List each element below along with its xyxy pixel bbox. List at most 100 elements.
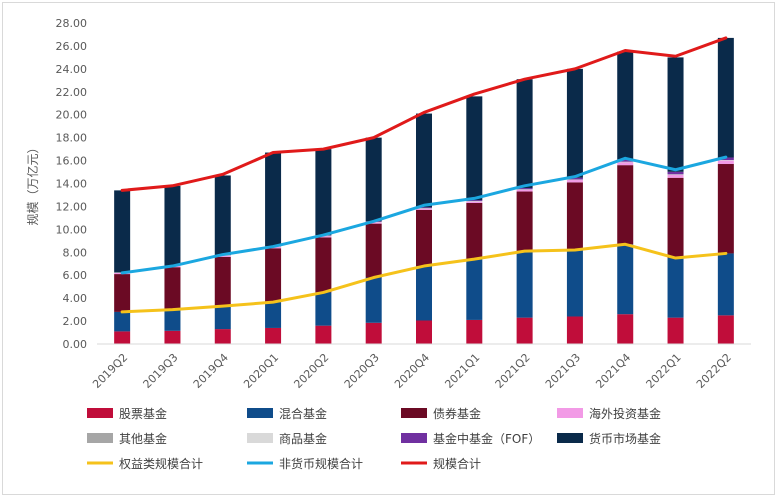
bar-segment xyxy=(617,165,634,245)
bar-segment xyxy=(617,314,634,344)
bar-segment xyxy=(566,68,583,178)
bar-segment xyxy=(365,222,382,224)
bar-segment xyxy=(516,79,533,189)
bar-segment xyxy=(365,322,382,344)
legend-item: 非货币规模合计 xyxy=(247,456,363,471)
legend-item: 混合基金 xyxy=(247,406,327,421)
bar-segment xyxy=(265,327,282,344)
x-tick-label: 2020Q3 xyxy=(342,351,382,391)
legend-item: 商品基金 xyxy=(247,431,327,446)
x-tick-label: 2022Q1 xyxy=(644,351,684,391)
y-axis-label: 规模（万亿元） xyxy=(25,141,40,225)
legend-label: 权益类规模合计 xyxy=(119,456,203,471)
bar-segment xyxy=(516,251,533,318)
bar-segment xyxy=(667,57,684,172)
legend-label: 规模合计 xyxy=(433,456,481,471)
y-tick-label: 6.00 xyxy=(63,269,88,282)
bar-segment xyxy=(566,182,583,250)
bar-segment xyxy=(516,189,533,192)
legend-label: 货币市场基金 xyxy=(589,431,661,446)
bar-segment xyxy=(566,316,583,344)
y-tick-label: 2.00 xyxy=(63,315,88,328)
bar-segment xyxy=(717,253,734,316)
legend-item: 海外投资基金 xyxy=(557,406,661,421)
bar-segment xyxy=(717,315,734,344)
series-line xyxy=(120,242,728,314)
bar-segment xyxy=(416,208,432,210)
series-line xyxy=(120,36,728,192)
x-tick-label: 2019Q3 xyxy=(141,351,181,391)
x-tick-label: 2021Q1 xyxy=(442,351,482,391)
bar-segment xyxy=(114,331,131,344)
legend-label: 股票基金 xyxy=(119,406,167,421)
bar-segment xyxy=(214,256,231,307)
legend-label: 非货币规模合计 xyxy=(279,456,363,471)
legend-label: 其他基金 xyxy=(119,431,167,446)
bar-segment xyxy=(265,152,282,247)
y-tick-label: 4.00 xyxy=(63,292,88,305)
bar-segment xyxy=(365,223,382,278)
bar-segment xyxy=(114,190,131,273)
bar-segment xyxy=(265,302,282,328)
x-tick-label: 2019Q2 xyxy=(90,351,130,391)
bar-segment xyxy=(516,188,533,190)
legend-swatch xyxy=(247,408,273,418)
bar-segment xyxy=(617,162,634,166)
bar-segment xyxy=(164,309,181,331)
legend-item: 债券基金 xyxy=(401,406,481,421)
bar-segment xyxy=(214,175,231,256)
legend-swatch xyxy=(87,433,113,443)
bar-segment xyxy=(566,249,583,317)
bar-segment xyxy=(516,191,533,252)
legend-swatch xyxy=(557,408,583,418)
bar-segment xyxy=(416,320,432,344)
bar-segment xyxy=(315,149,332,236)
bar-segment xyxy=(667,177,684,259)
legend-item: 规模合计 xyxy=(401,456,481,471)
bar-segment xyxy=(717,37,734,158)
bar-segment xyxy=(164,185,181,266)
bar-segment xyxy=(466,200,483,202)
bar-segment xyxy=(617,244,634,315)
bar-segment xyxy=(214,306,231,330)
bar-segment xyxy=(214,329,231,344)
legend-item: 股票基金 xyxy=(87,406,167,421)
legend-swatch xyxy=(401,433,427,443)
legend-swatch xyxy=(87,408,113,418)
bar-segment xyxy=(114,311,131,332)
y-tick-label: 8.00 xyxy=(63,246,88,259)
legend-swatch xyxy=(247,433,273,443)
bar-segment xyxy=(617,159,634,162)
y-tick-label: 28.00 xyxy=(56,17,88,30)
bar-segment xyxy=(416,113,432,208)
x-tick-label: 2021Q4 xyxy=(593,351,633,391)
bar-segment xyxy=(365,277,382,323)
bar-segment xyxy=(667,317,684,344)
y-tick-label: 12.00 xyxy=(56,200,88,213)
legend-label: 混合基金 xyxy=(279,406,327,421)
legend-label: 海外投资基金 xyxy=(589,406,661,421)
bar-segment xyxy=(466,96,483,201)
bar-segment xyxy=(717,160,734,165)
y-tick-label: 10.00 xyxy=(56,223,88,236)
x-tick-label: 2021Q2 xyxy=(493,351,533,391)
y-tick-label: 0.00 xyxy=(63,338,88,351)
bar-segment xyxy=(416,207,432,209)
bar-segment xyxy=(265,248,282,303)
x-tick-label: 2020Q4 xyxy=(392,351,432,391)
bar-segment xyxy=(667,174,684,178)
bar-segment xyxy=(416,266,432,321)
bar-segment xyxy=(365,137,382,222)
y-tick-label: 22.00 xyxy=(56,86,88,99)
bar-segment xyxy=(566,180,583,183)
y-tick-label: 16.00 xyxy=(56,155,88,168)
bar-segment xyxy=(717,157,734,160)
bar-segment xyxy=(466,201,483,203)
x-tick-label: 2020Q2 xyxy=(291,351,331,391)
x-tick-label: 2019Q4 xyxy=(191,351,231,391)
legend-item: 基金中基金（FOF） xyxy=(401,431,540,446)
bar-segment xyxy=(114,274,131,312)
bar-segment xyxy=(566,177,583,180)
legend-label: 基金中基金（FOF） xyxy=(433,431,540,446)
y-tick-label: 24.00 xyxy=(56,63,88,76)
